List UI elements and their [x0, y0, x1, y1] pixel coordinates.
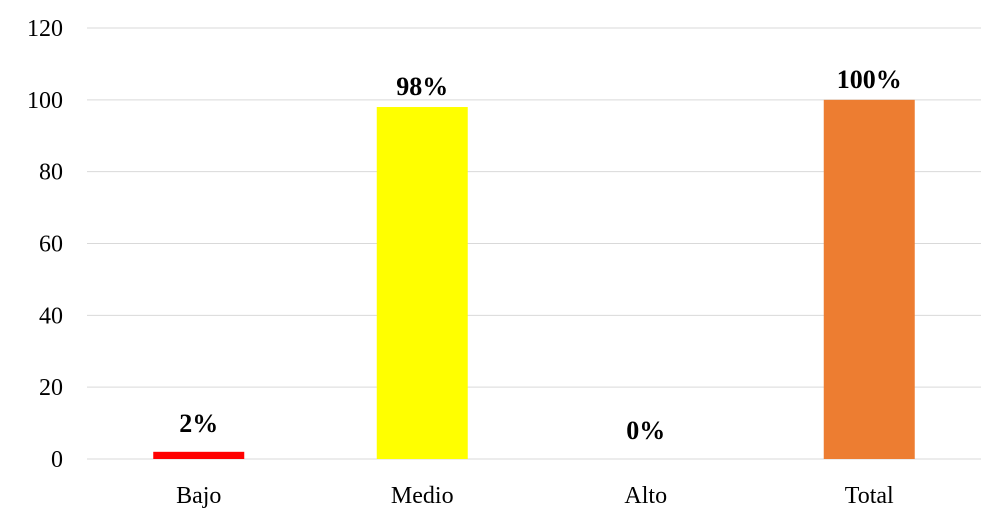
gridlines — [87, 27, 981, 460]
y-tick-label: 40 — [39, 303, 63, 329]
bar-bajo — [153, 451, 245, 459]
y-tick-label: 120 — [27, 16, 63, 42]
x-tick-label: Bajo — [176, 483, 221, 509]
data-labels: 2% 98% 0% 100% — [179, 65, 902, 445]
y-tick-label: 80 — [39, 160, 63, 186]
x-tick-label: Total — [845, 483, 894, 509]
x-axis-tick-labels: Bajo Medio Alto Total — [176, 483, 894, 509]
y-tick-label: 100 — [27, 88, 63, 114]
bars — [153, 99, 915, 460]
y-tick-label: 60 — [39, 232, 63, 258]
data-label: 0% — [626, 416, 665, 445]
y-axis-tick-labels: 0 20 40 60 80 100 120 — [27, 16, 63, 473]
x-tick-label: Alto — [624, 483, 667, 509]
x-tick-label: Medio — [391, 483, 454, 509]
y-tick-label: 20 — [39, 375, 63, 401]
data-label: 100% — [837, 65, 902, 94]
data-label: 2% — [179, 409, 218, 438]
y-tick-label: 0 — [51, 447, 63, 473]
bar-total — [823, 99, 915, 459]
bar-medio — [376, 107, 468, 460]
data-label: 98% — [396, 72, 448, 101]
